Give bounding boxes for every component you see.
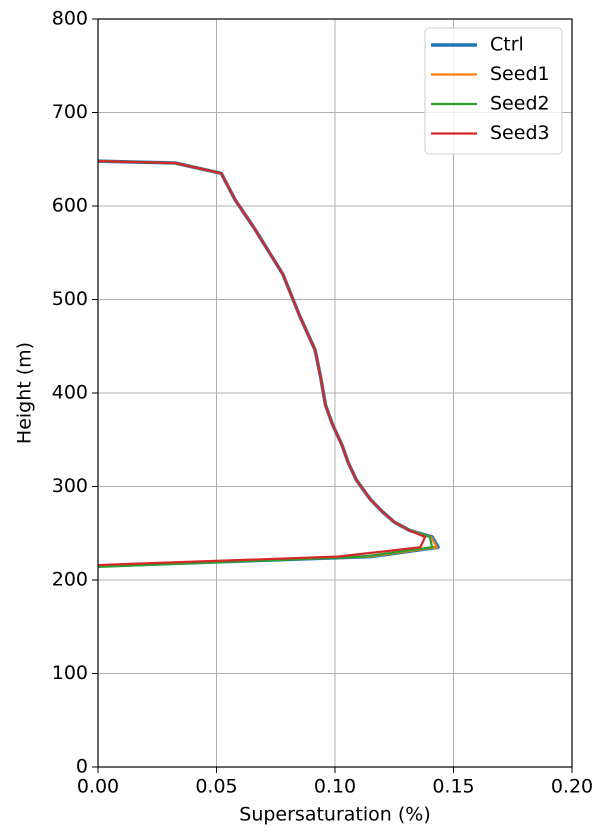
x-tick-label: 0.10	[314, 776, 356, 798]
legend-label: Seed3	[490, 122, 550, 144]
y-tick-label: 300	[52, 475, 88, 497]
y-tick-label: 600	[52, 195, 88, 217]
legend-label: Seed2	[490, 93, 550, 115]
y-tick-label: 0	[76, 756, 88, 778]
x-axis-label: Supersaturation (%)	[239, 804, 430, 826]
y-tick-label: 800	[52, 8, 88, 30]
plot-frame	[97, 18, 573, 768]
series-line	[97, 160, 434, 569]
x-tick-label: 0.15	[432, 776, 474, 798]
x-tick-label: 0.00	[77, 776, 119, 798]
legend-box	[424, 27, 563, 155]
y-tick-label: 400	[52, 382, 88, 404]
series-line	[97, 159, 440, 568]
y-tick-label: 200	[52, 569, 88, 591]
y-tick-label: 500	[52, 288, 88, 310]
x-tick-label: 0.05	[195, 776, 237, 798]
x-tick-label: 0.20	[551, 776, 593, 798]
y-tick-label: 700	[52, 101, 88, 123]
y-axis-label: Height (m)	[14, 342, 36, 444]
y-tick-label: 100	[52, 662, 88, 684]
legend-label: Seed1	[490, 63, 550, 85]
legend-label: Ctrl	[490, 34, 524, 56]
series-line	[97, 160, 439, 568]
series-line	[97, 160, 427, 567]
